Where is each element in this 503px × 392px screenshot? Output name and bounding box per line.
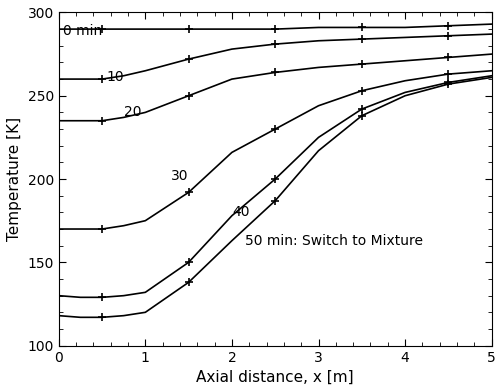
- Text: 50 min: Switch to Mixture: 50 min: Switch to Mixture: [245, 234, 423, 248]
- Text: 40: 40: [232, 205, 249, 220]
- Y-axis label: Temperature [K]: Temperature [K]: [7, 117, 22, 241]
- Text: 20: 20: [124, 105, 141, 120]
- Text: 30: 30: [172, 169, 189, 183]
- X-axis label: Axial distance, x [m]: Axial distance, x [m]: [196, 370, 354, 385]
- Text: 0 min: 0 min: [63, 24, 102, 38]
- Text: 10: 10: [106, 71, 124, 84]
